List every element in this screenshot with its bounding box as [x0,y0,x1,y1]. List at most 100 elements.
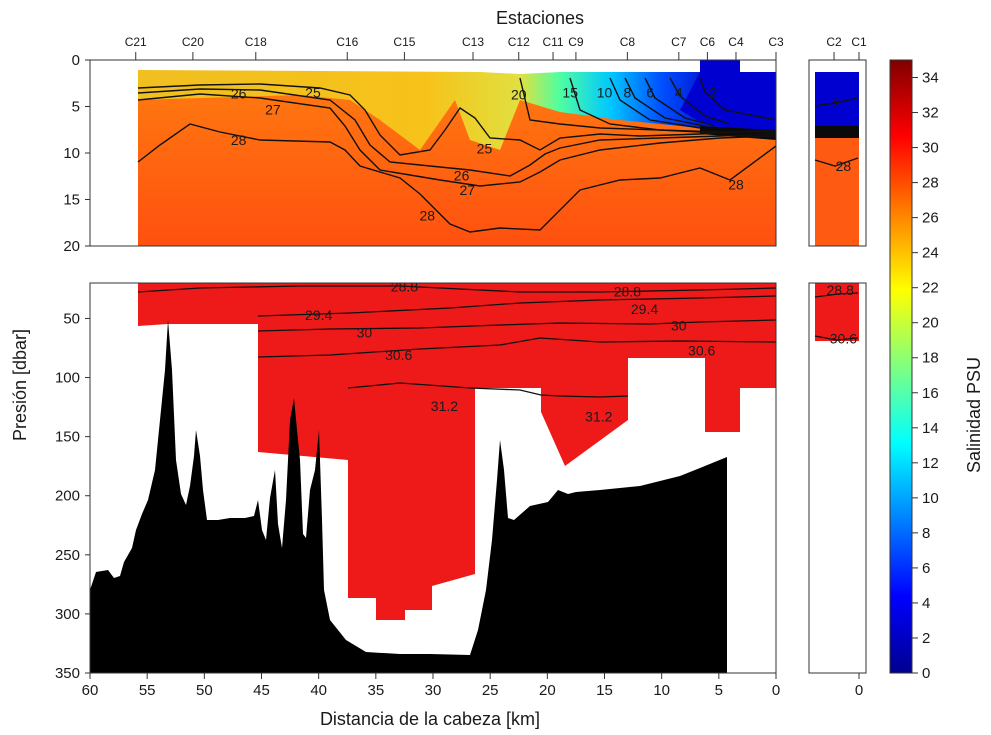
colorbar-tick-label: 12 [922,455,939,472]
colorbar-tick-label: 24 [922,245,939,262]
x-axis-title: Distancia de la cabeza [km] [320,709,540,729]
contour-30 [257,319,776,332]
contour-label: 8 [623,85,631,101]
x-tick-label: 55 [139,682,156,699]
colorbar-tick-label: 34 [922,70,939,87]
station-label: C9 [568,35,584,49]
contour-label: 28.8 [391,279,418,295]
contour-label: 31.2 [431,398,458,414]
station-label: C18 [245,35,267,49]
x-tick-label: 30 [425,682,442,699]
contour-20 [519,77,776,133]
colorbar-tick-label: 32 [922,105,939,122]
x-tick-label: 45 [253,682,270,699]
colorbar-tick-label: 0 [922,665,930,682]
y-tick-label: 350 [55,665,80,682]
contour-label: 30.6 [830,331,857,347]
y-tick-label: 50 [63,310,80,327]
colorbar-tick-label: 14 [922,420,939,437]
contour-26 [137,88,776,177]
contour-label: 28 [728,177,744,193]
colorbar-tick-label: 28 [922,175,939,192]
y-tick-label: 10 [63,145,80,162]
contour-label: 6 [646,85,654,101]
bottom-inset-frame [808,282,867,674]
contour-label: 27 [265,101,281,117]
x-tick-label: 0 [772,682,780,699]
contour-28-8 [137,285,776,293]
station-labels: C21 C20 C18 C16 C15 C13 C12 C11 C9 C8 C7 C6 C4 C3 C2 C1 [125,35,867,60]
contour-label: 10 [597,85,613,101]
colorbar-tick-label: 18 [922,350,939,367]
y-tick-label: 250 [55,547,80,564]
station-label: C4 [728,35,744,49]
colorbar-tick-label: 30 [922,140,939,157]
bottom-inset-contour-labels: 28.8 30.6 [827,282,858,346]
contour-25 [137,83,776,156]
contour-label: 28 [836,158,852,174]
contour-label: 28.8 [827,282,854,298]
contour-4 [669,77,731,125]
top-field-fresh [680,60,776,132]
x-tick-label: 10 [653,682,670,699]
colorbar-title: Salinidad PSU [964,357,984,473]
colorbar-tick-label: 6 [922,560,930,577]
contour-label: 2 [709,85,717,101]
station-label: C1 [851,35,867,49]
y-tick-label: 0 [72,52,80,69]
station-label: C16 [336,35,358,49]
contour-label: 4 [675,85,683,101]
y-tick-label: 200 [55,488,80,505]
colorbar-tick-label: 10 [922,490,939,507]
contour-label: 27 [460,182,476,198]
top-field-warm [138,78,776,246]
top-inset-frame [808,59,867,247]
x-tick-label: 5 [715,682,723,699]
contour-10 [609,77,701,129]
contour-label: 15 [562,85,578,101]
station-label: C3 [768,35,784,49]
contour-label: 2 [833,95,841,111]
contour-31-2 [347,382,629,398]
y-tick-label: 15 [63,192,80,209]
contour-6 [644,77,716,127]
bottom-contours [137,285,776,398]
chart-title: Estaciones [496,8,584,28]
y-tick-label: 5 [72,99,80,116]
y-tick-label: 20 [63,238,80,255]
contour-label: 30.6 [385,347,412,363]
contour-27 [137,93,776,187]
y-tick-label: 300 [55,606,80,623]
station-label: C13 [462,35,484,49]
contour-label: 30 [671,318,687,334]
y-tick-label: 150 [55,429,80,446]
contour-label: 30 [357,325,373,341]
colorbar [889,59,913,674]
contour-30-6 [257,337,776,358]
x-tick-label: 25 [482,682,499,699]
x-axis-ticks: 60 55 50 45 40 35 30 25 20 15 10 5 0 0 [82,673,863,699]
top-field-surface [138,70,776,150]
top-contours [137,77,776,233]
colorbar-tick-label: 20 [922,315,939,332]
contour-label: 26 [231,85,247,101]
colorbar-tick-label: 8 [922,525,930,542]
x-tick-label: 40 [310,682,327,699]
x-tick-label: 60 [82,682,99,699]
contour-29-4 [257,295,776,317]
contour-label: 31.2 [585,409,612,425]
station-label: C8 [620,35,636,49]
x-tick-label: 15 [596,682,613,699]
colorbar-tick-label: 4 [922,595,930,612]
station-label: C6 [700,35,716,49]
contour-label: 25 [477,140,493,156]
station-label: C2 [826,35,842,49]
contour-28 [137,123,776,233]
colorbar-tick-label: 16 [922,385,939,402]
x-tick-label: 50 [196,682,213,699]
station-label: C15 [393,35,415,49]
station-label: C20 [182,35,204,49]
y-axis-ticks-bottom: 50 100 150 200 250 300 350 [55,310,90,682]
